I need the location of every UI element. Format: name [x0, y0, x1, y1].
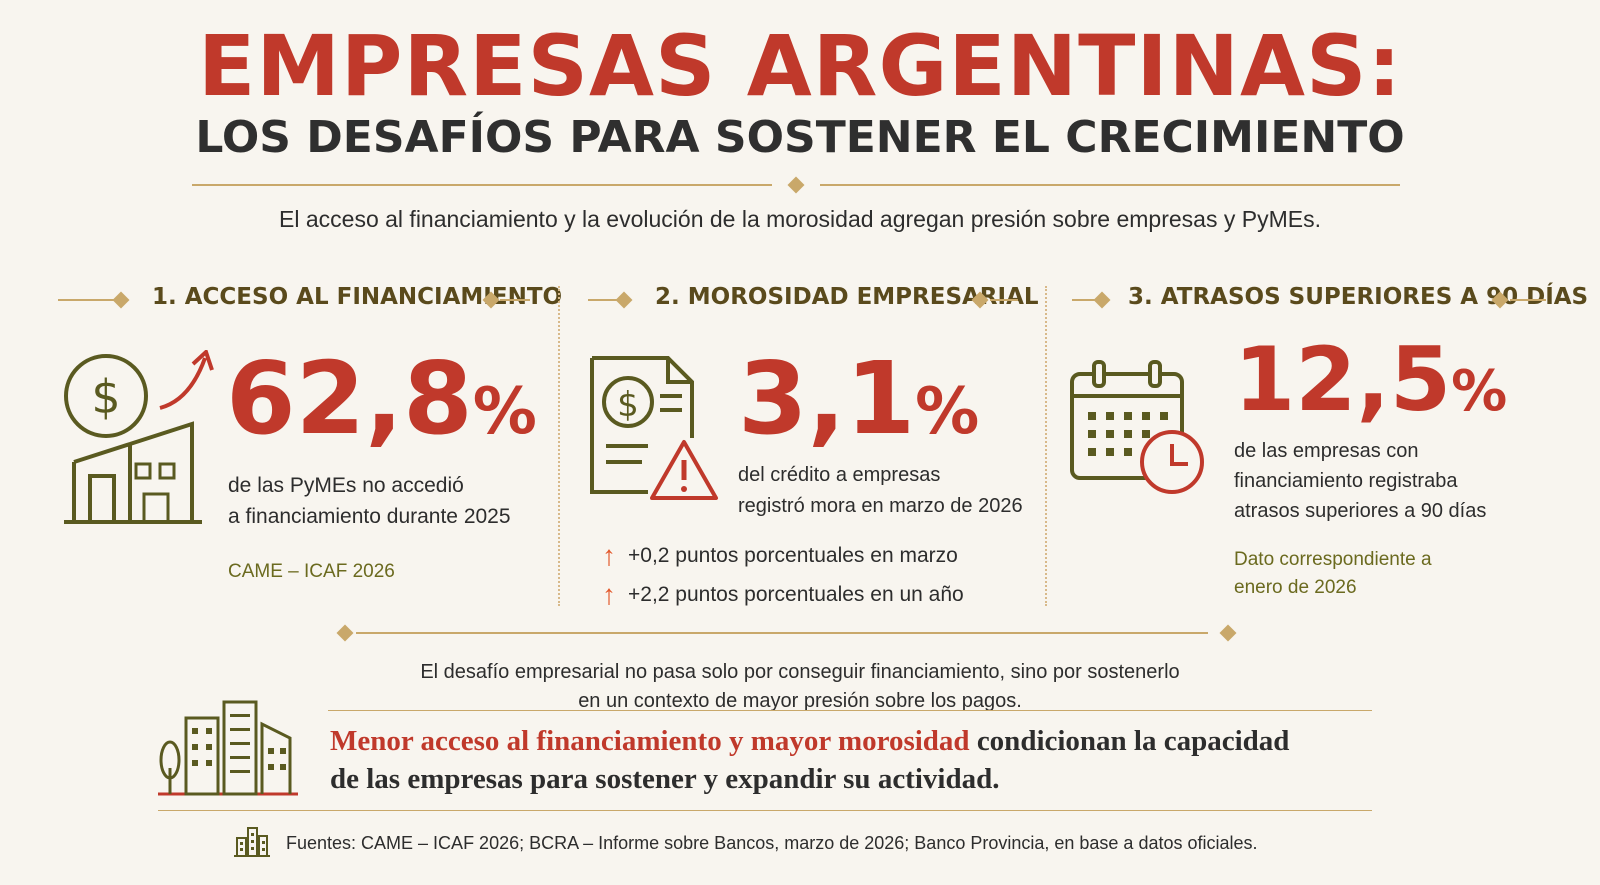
overdue-note-line-2: enero de 2026: [1234, 577, 1357, 598]
callout-accent: Menor acceso al financiamiento y mayor m…: [330, 725, 970, 757]
overdue-note: Dato correspondiente a enero de 2026: [1234, 546, 1432, 602]
overdue-note-line-1: Dato correspondiente a: [1234, 549, 1432, 570]
overdue-line-2: financiamiento registraba: [1234, 470, 1458, 492]
column-separator: [558, 286, 560, 606]
callout-line-2: de las empresas para sostener y expandir…: [330, 763, 1000, 795]
delinquency-value: 3,1: [738, 340, 916, 457]
delinquency-bullet: ↑ +0,2 puntos porcentuales en marzo: [602, 540, 958, 572]
overdue-line-1: de las empresas con: [1234, 440, 1419, 462]
calendar-clock-icon: [1070, 360, 1204, 494]
financing-description: de las PyMEs no accedió a financiamiento…: [228, 470, 511, 532]
money-building-icon: $: [64, 350, 214, 524]
callout-line-1: Menor acceso al financiamiento y mayor m…: [330, 722, 1370, 760]
overdue-unit: %: [1451, 359, 1508, 424]
callout-rest: condicionan la capacidad: [969, 725, 1290, 757]
divider-diamond: [1219, 624, 1237, 642]
arrow-up-icon: ↑: [602, 540, 616, 571]
heading-diamond: [112, 291, 130, 309]
delinquency-line-1: del crédito a empresas: [738, 464, 941, 486]
heading-rule: [500, 299, 530, 301]
financing-line-1: de las PyMEs no accedió: [228, 474, 464, 497]
divider: [820, 184, 1400, 186]
callout-text: Menor acceso al financiamiento y mayor m…: [330, 722, 1370, 798]
page-subtitle: LOS DESAFÍOS PARA SOSTENER EL CRECIMIENT…: [195, 112, 1405, 163]
sources-buildings-icon: [234, 827, 270, 857]
heading-rule: [990, 299, 1018, 301]
page-title: EMPRESAS ARGENTINAS:: [197, 17, 1403, 115]
divider-diamond: [787, 176, 805, 194]
overdue-line-3: atrasos superiores a 90 días: [1234, 500, 1487, 522]
divider: [356, 632, 1208, 634]
financing-unit: %: [472, 375, 537, 449]
challenge-note-line-1: El desafío empresarial no pasa solo por …: [420, 661, 1180, 683]
challenge-note-line-2: en un contexto de mayor presión sobre lo…: [578, 690, 1022, 712]
overdue-percent: 12,5%: [1234, 330, 1507, 442]
intro-text: El acceso al financiamiento y la evoluci…: [279, 206, 1321, 232]
sources-text: Fuentes: CAME – ICAF 2026; BCRA – Inform…: [286, 833, 1258, 853]
financing-source: CAME – ICAF 2026: [228, 561, 395, 582]
heading-rule: [58, 299, 116, 301]
heading-rule: [588, 299, 618, 301]
svg-text:$: $: [617, 385, 639, 425]
overdue-value: 12,5: [1234, 328, 1452, 431]
delinquency-description: del crédito a empresas registró mora en …: [738, 460, 1023, 522]
bullet-text: +2,2 puntos porcentuales en un año: [628, 583, 964, 606]
city-buildings-icon: [158, 700, 298, 796]
delinquency-percent: 3,1%: [738, 344, 979, 467]
section-1-title: 1. ACCESO AL FINANCIAMIENTO: [152, 284, 563, 310]
svg-text:$: $: [91, 370, 120, 424]
challenge-note: El desafío empresarial no pasa solo por …: [0, 658, 1600, 716]
delinquency-bullet: ↑ +2,2 puntos porcentuales en un año: [602, 579, 964, 611]
callout-bottom-rule: [158, 810, 1372, 811]
column-separator: [1045, 286, 1047, 606]
heading-rule: [1510, 299, 1546, 301]
section-3-title: 3. ATRASOS SUPERIORES A 90 DÍAS: [1128, 284, 1589, 310]
heading-rule: [1072, 299, 1100, 301]
delinquency-line-2: registró mora en marzo de 2026: [738, 495, 1023, 517]
arrow-up-icon: ↑: [602, 579, 616, 610]
document-warning-icon: $: [590, 356, 718, 500]
financing-line-2: a financiamiento durante 2025: [228, 505, 511, 528]
delinquency-unit: %: [915, 375, 980, 449]
heading-diamond: [615, 291, 633, 309]
bullet-text: +0,2 puntos porcentuales en marzo: [628, 544, 958, 567]
overdue-description: de las empresas con financiamiento regis…: [1234, 436, 1486, 526]
callout-top-rule: [328, 710, 1372, 711]
divider-diamond: [336, 624, 354, 642]
heading-diamond: [1093, 291, 1111, 309]
divider: [192, 184, 772, 186]
financing-percent: 62,8%: [226, 344, 537, 467]
financing-value: 62,8: [226, 340, 473, 457]
